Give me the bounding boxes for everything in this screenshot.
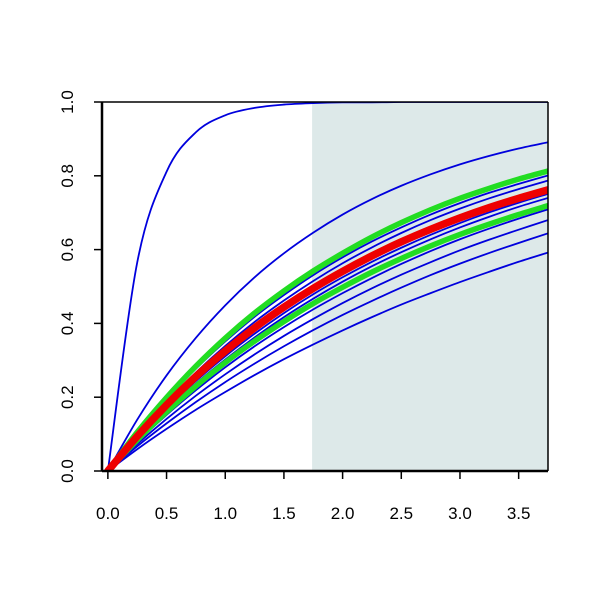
- series-line-11: [105, 168, 548, 471]
- series-line-2: [106, 141, 548, 471]
- y-axis: 0.0 0.2 0.4 0.6 0.8 1.0: [58, 90, 102, 483]
- y-tick-label: 0.6: [58, 238, 77, 262]
- series-line-12: [105, 202, 548, 471]
- shaded-region: [312, 102, 548, 471]
- x-tick-label: 1.5: [272, 504, 296, 523]
- y-tick-label: 0.2: [58, 385, 77, 409]
- x-tick-label: 3.0: [448, 504, 472, 523]
- y-tick-label: 0.0: [58, 459, 77, 483]
- x-tick-label: 2.0: [331, 504, 355, 523]
- x-tick-label: 2.5: [389, 504, 413, 523]
- y-tick-label: 1.0: [58, 90, 77, 114]
- x-tick-label: 1.0: [213, 504, 237, 523]
- y-tick-label: 0.8: [58, 164, 77, 188]
- plot-frame-layer: [100, 101, 549, 473]
- x-tick-label: 3.5: [507, 504, 531, 523]
- series-line-13: [104, 186, 548, 471]
- series-line-8: [106, 219, 548, 471]
- y-tick-label: 0.4: [58, 312, 77, 336]
- series-line-9: [106, 232, 548, 471]
- x-tick-label: 0.5: [155, 504, 179, 523]
- series-line-10: [106, 251, 548, 471]
- x-tick-label: 0.0: [96, 504, 120, 523]
- series-layer: [104, 102, 548, 471]
- x-axis: 0.0 0.5 1.0 1.5 2.0 2.5 3.0 3.5: [96, 471, 530, 523]
- shaded-region-layer: [312, 102, 548, 471]
- series-line-1: [106, 102, 548, 471]
